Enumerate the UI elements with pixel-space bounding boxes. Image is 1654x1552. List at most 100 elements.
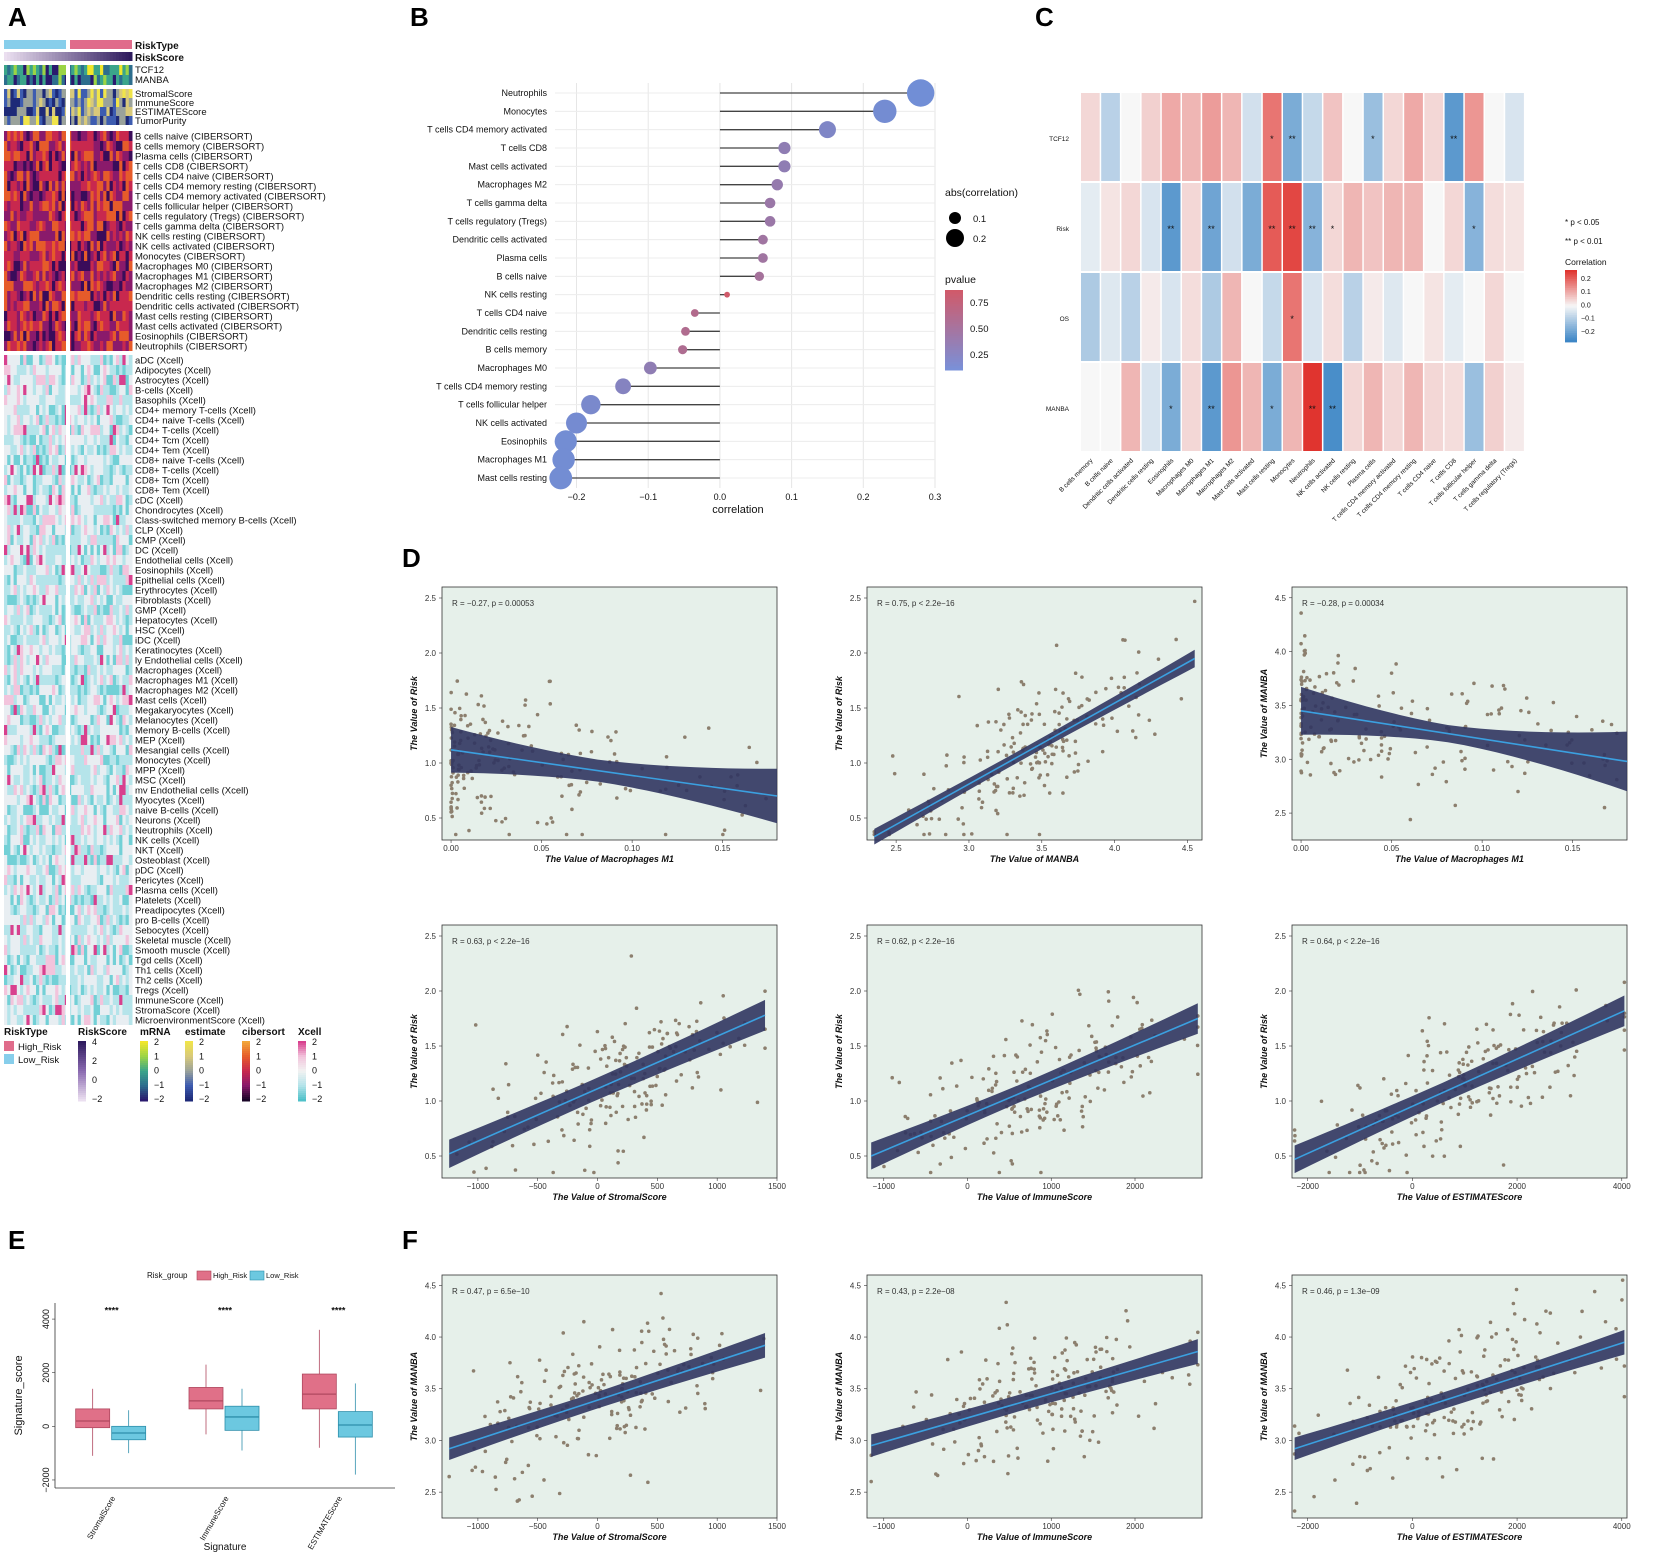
cibersort-cell xyxy=(16,311,21,321)
xcell-label: CD4+ T-cells (Xcell) xyxy=(135,426,219,437)
xcell-cell xyxy=(119,525,123,535)
cibersort-cell xyxy=(109,341,114,351)
xcell-cell xyxy=(96,705,101,715)
xcell-cell xyxy=(16,845,21,855)
xcell-cell xyxy=(119,905,123,915)
cibersort-cell xyxy=(87,141,91,151)
xcell-cell xyxy=(20,735,24,745)
cibersort-cell xyxy=(4,271,8,281)
cibersort-cell xyxy=(71,291,75,301)
xcell-cell xyxy=(96,505,101,515)
xcell-cell xyxy=(52,625,56,635)
legend-xcell-tick: 0 xyxy=(312,1066,317,1076)
heatmap-cell xyxy=(1505,93,1524,181)
xcell-cell xyxy=(93,365,98,375)
xcell-cell xyxy=(26,915,31,925)
xcell-cell xyxy=(84,825,88,835)
xcell-cell xyxy=(87,815,91,825)
xcell-cell xyxy=(122,865,127,875)
legend-cibersort-cell xyxy=(242,1049,250,1052)
xcell-cell xyxy=(10,845,15,855)
xcell-cell xyxy=(36,545,40,555)
cibersort-cell xyxy=(16,291,21,301)
xcell-cell xyxy=(36,655,40,665)
cibersort-cell xyxy=(10,141,15,151)
heatmap-row-label: Risk xyxy=(1056,226,1069,233)
xcell-cell xyxy=(71,985,75,995)
cibersort-cell xyxy=(100,231,104,241)
cibersort-cell xyxy=(32,341,37,351)
estimate-cell xyxy=(106,116,111,125)
estimate-cell xyxy=(103,98,107,107)
xcell-cell xyxy=(112,735,117,745)
cibersort-cell xyxy=(39,221,43,231)
xcell-cell xyxy=(96,845,101,855)
xcell-cell xyxy=(52,935,56,945)
legend-estimate-cell xyxy=(185,1097,193,1100)
xcell-cell xyxy=(74,615,79,625)
xcell-cell xyxy=(80,355,85,365)
cibersort-cell xyxy=(96,221,101,231)
xcell-cell xyxy=(20,705,24,715)
estimate-cell xyxy=(119,116,123,125)
cibersort-cell xyxy=(32,321,37,331)
xcell-cell xyxy=(84,525,88,535)
xcell-cell xyxy=(125,985,130,995)
cibersort-cell xyxy=(29,231,34,241)
cibersort-cell xyxy=(58,261,63,271)
xcell-cell xyxy=(36,985,40,995)
scatter-point xyxy=(1490,684,1494,688)
scatter-point xyxy=(1022,793,1026,798)
xcell-cell xyxy=(109,1015,114,1025)
legend-color-cell xyxy=(1565,282,1577,285)
legend-xcell-cell xyxy=(298,1077,306,1080)
xcell-cell xyxy=(32,825,37,835)
xcell-cell xyxy=(36,385,40,395)
xcell-label: Adipocytes (Xcell) xyxy=(135,366,211,377)
xcell-cell xyxy=(45,355,50,365)
xcell-cell xyxy=(55,795,59,805)
xcell-cell xyxy=(58,915,63,925)
legend-riskscore-cell xyxy=(78,1089,86,1092)
cibersort-cell xyxy=(125,141,130,151)
xcell-cell xyxy=(71,785,75,795)
scatter-point xyxy=(1174,637,1178,642)
xcell-cell xyxy=(71,855,75,865)
xcell-cell xyxy=(29,775,34,785)
xcell-cell xyxy=(74,495,79,505)
scatter-point xyxy=(549,816,553,820)
legend-mrna-cell xyxy=(140,1071,148,1074)
lollipop-dot xyxy=(681,326,690,336)
xcell-cell xyxy=(16,595,21,605)
xcell-cell xyxy=(116,525,120,535)
scatter-point xyxy=(1463,756,1467,761)
mrna-cell xyxy=(20,65,24,75)
xcell-cell xyxy=(96,985,101,995)
xcell-cell xyxy=(58,625,63,635)
xcell-cell xyxy=(90,685,95,695)
xcell-cell xyxy=(32,935,37,945)
xcell-cell xyxy=(29,455,34,465)
cibersort-cell xyxy=(4,311,8,321)
xcell-cell xyxy=(48,375,53,385)
cibersort-label: Eosinophils (CIBERSORT) xyxy=(135,332,248,343)
xcell-cell xyxy=(26,465,31,475)
xcell-label: Preadipocytes (Xcell) xyxy=(135,906,225,917)
xcell-cell xyxy=(29,445,34,455)
cibersort-cell xyxy=(116,281,120,291)
xcell-cell xyxy=(128,925,133,935)
cibersort-cell xyxy=(48,241,53,251)
cibersort-cell xyxy=(93,281,98,291)
xcell-cell xyxy=(74,515,79,525)
xcell-cell xyxy=(128,945,133,955)
cibersort-cell xyxy=(71,341,75,351)
xcell-cell xyxy=(26,805,31,815)
cibersort-cell xyxy=(23,301,27,311)
cibersort-cell xyxy=(52,311,56,321)
xcell-cell xyxy=(106,685,111,695)
xcell-cell xyxy=(52,815,56,825)
xcell-cell xyxy=(4,375,8,385)
xcell-cell xyxy=(119,565,123,575)
xcell-cell xyxy=(116,705,120,715)
heatmap-cell xyxy=(1222,183,1242,271)
